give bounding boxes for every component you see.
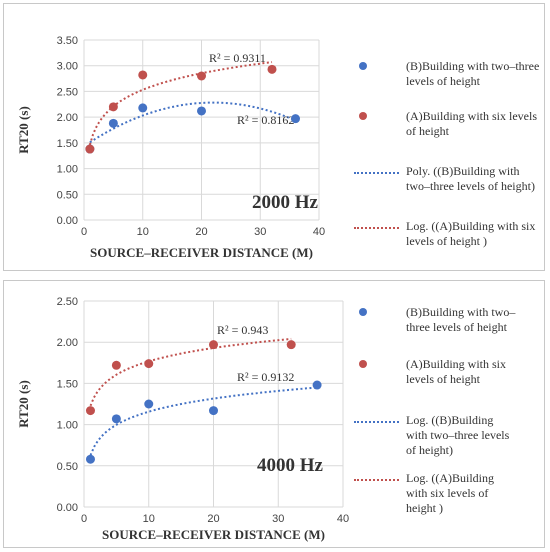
data-point [108, 102, 118, 112]
legend-label-line: (B)Building with two–three [406, 59, 540, 73]
x-axis-title: SOURCE–RECEIVER DISTANCE (M) [90, 245, 313, 260]
legend-line [354, 227, 399, 229]
data-point [312, 380, 322, 390]
y-tick-label: 0.00 [57, 215, 78, 227]
legend-label-line: (B)Building with two– [406, 305, 516, 319]
legend-marker [359, 62, 367, 70]
legend-label-line: levels of height ) [406, 234, 487, 248]
chart-panel-2000hz: 0.00 0.50 1.00 1.50 2.00 2.50 3.00 3.50 0 10 20 30 4… [3, 3, 545, 271]
data-point [85, 144, 95, 154]
legend-label-line: Poly. ((B)Building with [406, 164, 520, 178]
legend-label-line: of height [406, 124, 449, 138]
y-axis-title: RT20 (s) [16, 106, 31, 154]
legend-label-line: with six levels of [406, 486, 489, 500]
y-tick-label: 0.50 [57, 461, 78, 473]
legend-label: Log. ((A)Building with six levels of heig… [406, 219, 550, 249]
data-point [85, 406, 95, 416]
legend-line [354, 172, 399, 174]
y-tick-label: 3.00 [57, 61, 78, 73]
data-point [111, 414, 121, 424]
data-point [111, 360, 121, 370]
legend-label-line: (A)Building with six levels [406, 109, 537, 123]
r-squared-label: R² = 0.8162 [237, 113, 294, 127]
legend-label-line: Log. ((A)Building [406, 471, 494, 485]
data-point [209, 406, 218, 416]
r-squared-label: R² = 0.9132 [237, 370, 294, 384]
data-point [267, 64, 277, 74]
data-point [197, 71, 206, 81]
legend-label-line: (A)Building with six [406, 357, 507, 371]
x-tick-label: 10 [143, 513, 155, 525]
y-tick-label: 0.50 [57, 189, 78, 201]
x-tick-label: 0 [81, 513, 87, 525]
data-point [108, 118, 118, 128]
y-tick-label: 1.00 [57, 420, 78, 432]
legend-label: (B)Building with two– three levels of hei… [406, 305, 550, 335]
x-axis-title: SOURCE–RECEIVER DISTANCE (M) [102, 527, 325, 542]
frequency-label: 2000 Hz [252, 192, 319, 213]
x-tick-label: 20 [195, 226, 207, 238]
x-tick-label: 40 [337, 513, 349, 525]
legend-2000hz: (B)Building with two–three levels of heig… [354, 59, 544, 259]
legend-4000hz: (B)Building with two– three levels of hei… [354, 305, 544, 535]
legend-line [354, 479, 399, 481]
y-tick-label: 2.00 [57, 112, 78, 124]
legend-label-line: Log. ((B)Building [406, 413, 494, 427]
trendline [89, 337, 292, 407]
legend-label-line: of height) [406, 443, 453, 457]
legend-marker [359, 112, 367, 120]
legend-label-line: two–three levels of height) [406, 179, 535, 193]
r-squared-label: R² = 0.943 [217, 323, 268, 337]
trendline [88, 61, 273, 145]
x-tick-label: 0 [81, 226, 87, 238]
chart-4000hz: 0.00 0.50 1.00 1.50 2.00 2.50 0 10 20 30 40 SOURCE–… [16, 296, 349, 542]
x-tick-label: 30 [272, 513, 284, 525]
data-point [286, 340, 296, 350]
y-tick-label: 3.50 [57, 35, 78, 47]
legend-marker [359, 360, 367, 368]
legend-label-line: height ) [406, 501, 443, 515]
y-tick-label: 1.50 [57, 378, 78, 390]
legend-label-line: levels of height [406, 372, 480, 386]
y-tick-label: 1.00 [57, 164, 78, 176]
legend-label: Log. ((B)Building with two–three levels of… [406, 413, 550, 458]
y-tick-label: 1.50 [57, 138, 78, 150]
frequency-label: 4000 Hz [257, 455, 324, 476]
legend-label: Log. ((A)Building with six levels of heigh… [406, 471, 550, 516]
y-tick-label: 2.50 [57, 296, 78, 308]
x-tick-label: 30 [254, 226, 266, 238]
legend-line [354, 421, 399, 423]
legend-label-line: with two–three levels [406, 428, 510, 442]
trendline [89, 386, 318, 456]
legend-marker [359, 308, 367, 316]
data-point [138, 70, 148, 80]
y-tick-label: 2.00 [57, 337, 78, 349]
legend-label: (A)Building with six levels of height [406, 357, 550, 387]
data-point [85, 454, 95, 464]
data-point [209, 340, 218, 350]
data-point [291, 114, 300, 124]
legend-label-line: Log. ((A)Building with six [406, 219, 536, 233]
y-tick-label: 2.50 [57, 86, 78, 98]
data-point [138, 103, 148, 113]
legend-label: Poly. ((B)Building with two–three levels … [406, 164, 550, 194]
chart-panel-4000hz: 0.00 0.50 1.00 1.50 2.00 2.50 0 10 20 30 40 SOURCE–… [3, 280, 545, 548]
data-point [197, 106, 206, 116]
data-point [144, 399, 154, 409]
x-tick-label: 40 [313, 226, 325, 238]
legend-label: (B)Building with two–three levels of heig… [406, 59, 550, 89]
legend-label-line: levels of height [406, 74, 480, 88]
legend-label: (A)Building with six levels of height [406, 109, 550, 139]
r-squared-label: R² = 0.9311 [209, 51, 266, 65]
y-axis-title: RT20 (s) [16, 380, 31, 428]
y-tick-label: 0.00 [57, 502, 78, 514]
x-tick-label: 20 [207, 513, 219, 525]
chart-2000hz: 0.00 0.50 1.00 1.50 2.00 2.50 3.00 3.50 0 10 20 30 4… [16, 35, 325, 260]
x-tick-label: 10 [137, 226, 149, 238]
data-point [144, 359, 154, 369]
legend-label-line: three levels of height [406, 320, 507, 334]
